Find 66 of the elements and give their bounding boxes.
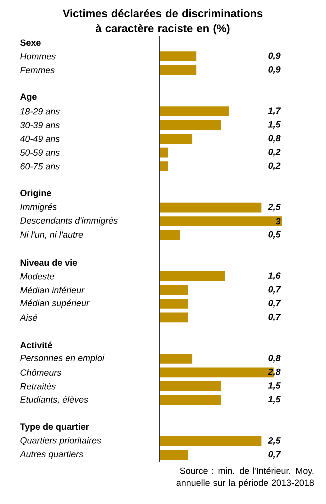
- y-tick-label: Aisé: [20, 314, 38, 322]
- data-label: 3: [276, 218, 281, 225]
- y-tick-label: 30-39 ans: [20, 122, 60, 128]
- data-label: 0,8: [268, 135, 281, 143]
- bar: [160, 395, 221, 406]
- data-label: 1,6: [268, 272, 281, 280]
- data-label: 1,5: [268, 382, 281, 390]
- y-tick-label: Sexe: [20, 40, 41, 46]
- data-label: 0,2: [268, 148, 281, 157]
- y-tick-label: Etudiants, élèves: [20, 396, 88, 404]
- bar: [160, 312, 188, 323]
- chart-title: Victimes déclarées de discriminations à caractère raciste en (%): [62, 9, 263, 35]
- bar: [160, 450, 188, 460]
- y-tick-label: Type de quartier: [20, 423, 90, 432]
- y-tick-label: Immigrés: [20, 204, 57, 212]
- bar: [160, 134, 193, 144]
- bar: [160, 354, 193, 364]
- data-label: 0,7: [268, 300, 282, 308]
- y-tick-label: Descendants d'immigrés: [20, 217, 118, 226]
- data-label: 2,5: [268, 204, 281, 212]
- y-tick-label: Hommes: [20, 53, 56, 60]
- bar: [160, 65, 197, 76]
- data-label: 0,8: [268, 355, 281, 363]
- y-tick-label: 18-29 ans: [20, 108, 60, 115]
- y-tick-label: Quartiers prioritaires: [20, 437, 102, 446]
- y-tick-label: Age: [20, 94, 37, 102]
- y-tick-label: Niveau de vie: [20, 259, 78, 266]
- bar: [160, 285, 188, 296]
- data-label: 0,7: [268, 286, 282, 294]
- y-tick-label: Retraités: [20, 383, 56, 390]
- y-tick-label: Activité: [20, 342, 52, 349]
- bar: [160, 381, 221, 392]
- bar: [160, 52, 197, 62]
- data-label: 2,5: [268, 438, 281, 446]
- y-tick-label: Ni l'un, ni l'autre: [20, 231, 84, 240]
- bar: [160, 272, 226, 282]
- y-tick-label: 40-49 ans: [20, 136, 60, 142]
- data-label: 0,7: [268, 314, 282, 322]
- bar: [160, 230, 180, 240]
- source-note: Source : min. de l'Intérieur. Moy. annuelle sur la période 2013-2018: [176, 468, 314, 488]
- y-tick-label: Autres quartiers: [20, 450, 84, 460]
- data-label: 0,7: [268, 451, 282, 459]
- data-label: 1,5: [268, 122, 281, 130]
- bar: [160, 148, 168, 158]
- data-label: 1,5: [268, 396, 281, 404]
- y-tick-label: 50-59 ans: [20, 150, 60, 156]
- y-tick-label: Origine: [20, 190, 52, 198]
- bar: [160, 120, 221, 130]
- bar: [160, 106, 230, 117]
- bar: [160, 162, 168, 172]
- y-tick-label: Médian inférieur: [20, 286, 85, 294]
- y-tick-label: Modeste: [20, 273, 54, 280]
- y-tick-label: Chômeurs: [20, 369, 62, 376]
- data-label: 0,9: [268, 66, 281, 74]
- bar: [160, 299, 188, 309]
- data-label: 0,2: [268, 162, 281, 170]
- y-tick-label: 60-75 ans: [20, 163, 60, 170]
- data-label: 1,7: [268, 108, 282, 116]
- bar: [160, 436, 262, 446]
- data-label: 0,9: [268, 52, 281, 60]
- y-tick-label: Femmes: [20, 67, 55, 74]
- bar: [160, 216, 282, 226]
- y-tick-label: Médian supérieur: [20, 300, 90, 308]
- y-tick-label: Personnes en emploi: [20, 354, 105, 364]
- bar: [160, 202, 262, 213]
- data-label: 0,5: [268, 231, 281, 240]
